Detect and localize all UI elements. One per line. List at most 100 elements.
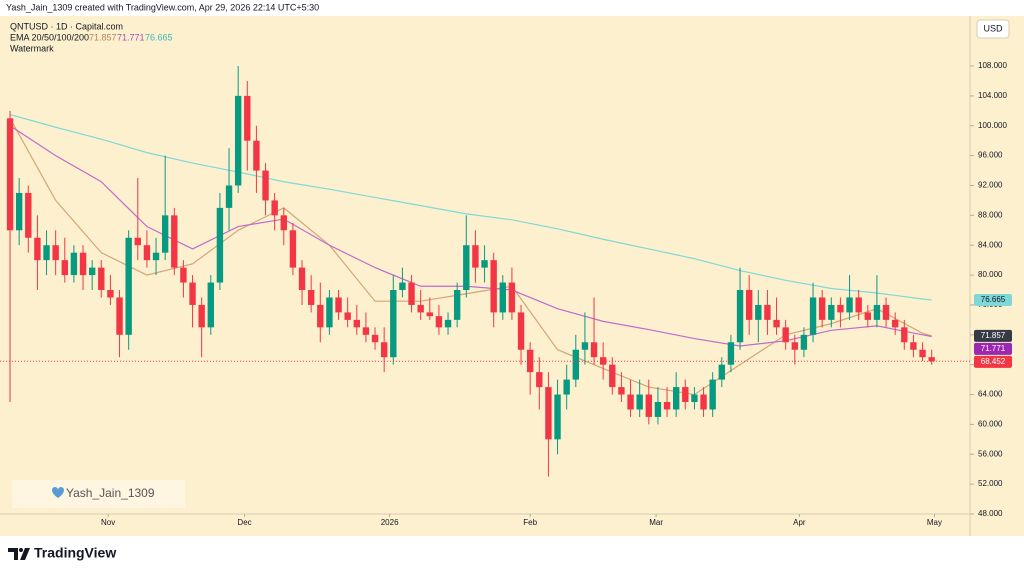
candle-body [399, 282, 406, 291]
candle-body [855, 297, 862, 313]
x-tick-label: 2026 [381, 518, 399, 527]
candle-body [171, 215, 178, 268]
y-tick-label: 64.000 [978, 390, 1003, 399]
candle-body [15, 192, 23, 231]
price-tag-label: 68.452 [981, 357, 1006, 366]
candle-body [627, 394, 634, 410]
y-tick-label: 96.000 [978, 151, 1003, 160]
candle-body [818, 297, 826, 320]
watermark: Yash_Jain_1309 [66, 486, 155, 500]
candle-body [864, 312, 871, 320]
x-tick-label: May [927, 518, 942, 527]
brand-logo-dot [19, 548, 23, 552]
candle-body [125, 237, 132, 335]
candle-body [691, 394, 698, 403]
candle-body [901, 327, 908, 343]
candle-body [919, 349, 926, 358]
y-tick-label: 60.000 [978, 420, 1003, 429]
candle-body [134, 237, 141, 246]
candle-body [764, 304, 771, 320]
candle-body [34, 237, 41, 261]
candle-body [453, 290, 461, 320]
candle-body [828, 304, 835, 320]
candle-body [244, 95, 251, 141]
candle-body [417, 304, 424, 313]
candle-body [207, 282, 214, 328]
candle-body [572, 349, 579, 380]
candle-body [326, 297, 333, 328]
candle-body [234, 95, 242, 186]
candle-body [800, 334, 808, 350]
header: Yash_Jain_1309 created with TradingView.… [6, 2, 319, 12]
candle-body [52, 245, 59, 261]
candle-body [718, 364, 725, 380]
candle-body [107, 290, 114, 298]
candle-body [618, 387, 625, 395]
candle-body [353, 319, 360, 328]
candle-body [928, 357, 935, 362]
y-tick-label: 48.000 [978, 509, 1003, 518]
currency[interactable]: USD [983, 23, 1003, 33]
candle-body [79, 252, 87, 276]
y-tick-label: 108.000 [978, 61, 1007, 70]
candle-body [636, 394, 643, 410]
candle-body [371, 334, 379, 343]
candle-body [189, 282, 196, 305]
currency-box[interactable] [976, 19, 1010, 39]
legend-value: 71.857 [89, 32, 117, 42]
ema-line [9, 113, 932, 301]
price-tag-label: 76.665 [981, 295, 1006, 304]
x-tick-label: Apr [793, 518, 806, 527]
plot [0, 65, 974, 517]
candle-body [390, 290, 397, 358]
candle-body [98, 267, 105, 291]
candle-body [545, 387, 552, 440]
candle-body [554, 394, 561, 440]
candle-body [6, 118, 14, 231]
candle-body [745, 290, 753, 320]
y-tick-label: 56.000 [978, 449, 1003, 458]
candle-body [837, 304, 844, 313]
candle-body [344, 312, 351, 320]
candle-body [335, 297, 342, 313]
x-tick-label: Feb [523, 518, 537, 527]
candle-body [526, 349, 534, 373]
candle-body [481, 260, 488, 268]
candle-body [508, 282, 516, 313]
indicator-label: EMA 20/50/100/200 [10, 32, 89, 42]
candle-body [88, 267, 96, 276]
candle-body [225, 185, 233, 208]
candle-body [426, 312, 433, 317]
candle-body [161, 215, 169, 253]
candle-body [709, 379, 716, 410]
candle-body [536, 372, 543, 388]
candle-body [499, 282, 506, 313]
candle-body [581, 342, 589, 350]
candle-body [672, 387, 680, 410]
candle-body [773, 319, 780, 328]
candle-body [910, 342, 917, 350]
y-tick-label: 88.000 [978, 210, 1003, 219]
candle-body [116, 297, 123, 335]
candle-body [444, 319, 452, 328]
candle-body [663, 402, 671, 410]
candle-body [143, 245, 151, 261]
candle-body [736, 290, 744, 343]
price-tag [974, 329, 1012, 342]
candle-body [645, 394, 652, 417]
x-tick-label: Dec [237, 518, 251, 527]
candle-body [253, 140, 260, 171]
footer [0, 536, 1024, 574]
candle-body [609, 364, 616, 388]
ema-line [9, 125, 932, 347]
candle-body [25, 192, 32, 238]
candle-body [307, 290, 315, 305]
candle-body [654, 402, 662, 417]
ema-line [9, 117, 932, 396]
watermark-box [12, 480, 185, 508]
candle-body [262, 170, 269, 201]
candle-body [362, 327, 370, 335]
candle-body [435, 316, 443, 328]
watermark-label: Watermark [10, 43, 54, 53]
